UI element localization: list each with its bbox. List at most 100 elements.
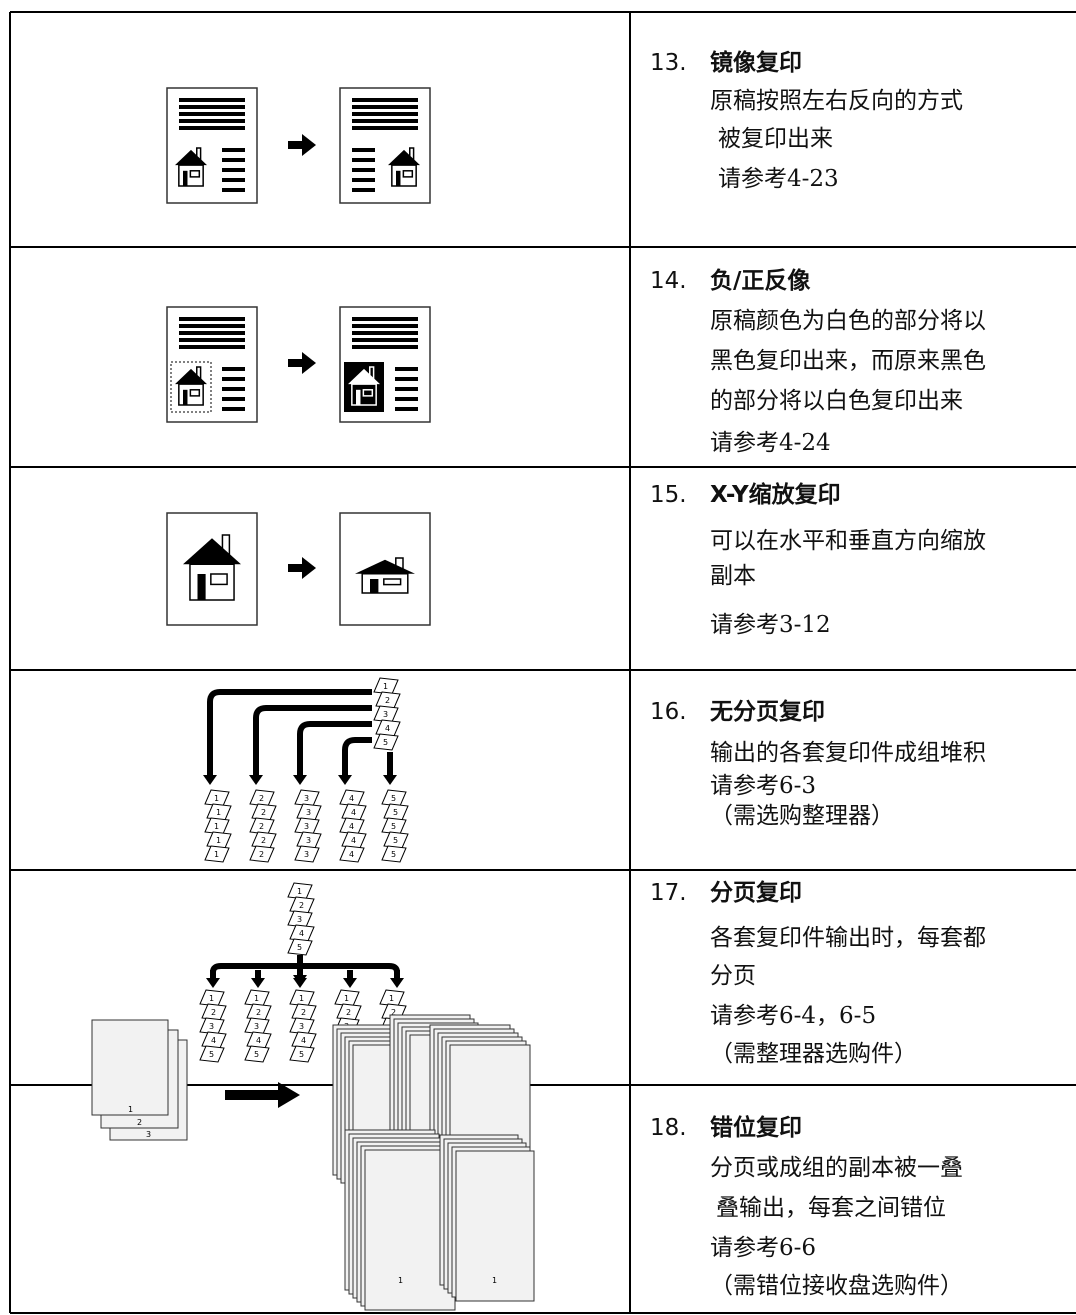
sheet: [287, 938, 313, 956]
item-text: 黑色复印出来，而原来黑色: [710, 348, 986, 374]
sheet-label: 2: [261, 808, 266, 817]
flow-arrow: [297, 721, 372, 775]
window: [383, 578, 402, 586]
arrow: [302, 557, 316, 579]
roof: [348, 368, 380, 385]
sheet-label: 5: [209, 1050, 214, 1059]
sheet-label: 1: [214, 850, 219, 859]
sheet-label: 3: [304, 794, 309, 803]
sheet: [249, 845, 275, 863]
sheet-label: 2: [391, 1008, 396, 1017]
item-text: 请参考4-23: [718, 166, 839, 192]
sheet-label: 4: [301, 1036, 306, 1045]
sheet-label: 5: [391, 822, 396, 831]
sheet-label: 4: [349, 822, 354, 831]
window: [362, 389, 374, 397]
sheet-label: 2: [256, 1008, 261, 1017]
item-text: 原稿颜色为白色的部分将以: [710, 308, 986, 334]
sheet-label: 3: [304, 850, 309, 859]
sheet-label: 5: [299, 1050, 304, 1059]
sheet-label: 4: [349, 850, 354, 859]
sheet-label: 2: [299, 901, 304, 910]
sheet-label: 4: [351, 836, 356, 845]
sheet-label: 2: [137, 1118, 142, 1127]
sheet-label: 3: [254, 1022, 259, 1031]
arrow: [225, 1090, 280, 1100]
window: [189, 170, 201, 178]
sheet-label: 1: [492, 1276, 497, 1285]
item-text: 的部分将以白色复印出来: [710, 388, 963, 414]
window: [189, 389, 201, 397]
sheet-label: 5: [393, 836, 398, 845]
item-number: 14.: [650, 268, 687, 294]
sheet-label: 1: [128, 1105, 133, 1114]
sheet: [199, 1045, 225, 1063]
arrow-head: [338, 775, 352, 785]
roof: [183, 538, 241, 565]
arrow: [302, 134, 316, 156]
sheet-label: 1: [297, 887, 302, 896]
item-number: 17.: [650, 880, 687, 906]
sheet-label: 1: [383, 682, 388, 691]
arrow: [288, 141, 304, 149]
door: [183, 170, 188, 186]
sheet-label: 3: [306, 836, 311, 845]
sheet-label: 3: [209, 1022, 214, 1031]
arrow-head: [293, 978, 307, 988]
sheet-label: 1: [214, 822, 219, 831]
item-number: 18.: [650, 1115, 687, 1141]
door: [370, 579, 379, 593]
sheet-label: 5: [393, 808, 398, 817]
sheet-label: 4: [256, 1036, 261, 1045]
item-number: 13.: [650, 50, 687, 76]
item-text: 请参考6-6: [710, 1235, 816, 1261]
sheet-label: 3: [304, 822, 309, 831]
item-text: 可以在水平和垂直方向缩放: [710, 528, 986, 554]
item-text: （需选购整理器）: [710, 803, 894, 829]
sheet-label: 2: [211, 1008, 216, 1017]
arrow-head: [293, 775, 307, 785]
sheet-label: 4: [351, 808, 356, 817]
flow-arrow: [207, 689, 372, 775]
item-text: 叠输出，每套之间错位: [716, 1195, 946, 1221]
arrow-head: [249, 775, 263, 785]
sheet: [289, 1045, 315, 1063]
flow-arrow: [342, 737, 372, 775]
paper: [91, 1019, 169, 1116]
sheet-label: 1: [209, 994, 214, 1003]
table-frame: [9, 11, 1076, 1314]
item-text: 分页: [710, 963, 756, 989]
sheet-label: 1: [398, 1276, 403, 1285]
item-text: 请参考6-3: [710, 773, 816, 799]
item-title: 分页复印: [710, 880, 802, 906]
sheet: [339, 845, 365, 863]
item-title: 负/正反像: [710, 267, 811, 294]
paper: [455, 1150, 535, 1302]
sheet-label: 1: [216, 836, 221, 845]
item-text: 副本: [710, 563, 756, 589]
sheet-label: 2: [259, 794, 264, 803]
item-title: 错位复印: [710, 1114, 802, 1141]
sheet-label: 1: [216, 808, 221, 817]
item-text: （需整理器选购件）: [710, 1041, 917, 1067]
selection: [170, 361, 212, 413]
sheet-label: 5: [254, 1050, 259, 1059]
arrow-head: [251, 978, 265, 988]
arrow-head: [343, 978, 357, 988]
sheet-label: 2: [346, 1008, 351, 1017]
item-text: 原稿按照左右反向的方式: [710, 88, 963, 114]
sheet-label: 3: [306, 808, 311, 817]
roof: [355, 559, 415, 574]
arrow-head: [206, 978, 220, 988]
sheet-label: 2: [301, 1008, 306, 1017]
sheet-label: 1: [344, 994, 349, 1003]
sheet-label: 2: [261, 836, 266, 845]
arrow-head: [383, 775, 397, 785]
arrow: [278, 1082, 300, 1108]
door: [183, 389, 188, 405]
sheet-label: 4: [349, 794, 354, 803]
roof: [388, 149, 420, 166]
window: [210, 573, 228, 586]
sheet: [204, 845, 230, 863]
